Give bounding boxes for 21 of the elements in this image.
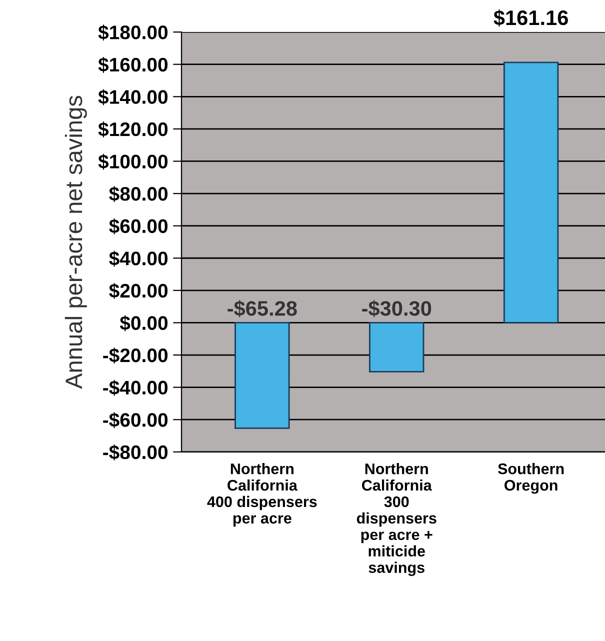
x-tick-label: Northern California 400 dispensers per acre [207, 463, 317, 527]
y-tick-label: $180.00 [98, 24, 168, 41]
y-tick-label: -$60.00 [103, 412, 168, 428]
y-tick-label: -$40.00 [103, 380, 168, 396]
y-tick-label: $40.00 [109, 250, 168, 267]
x-tick-label: Southern Oregon [498, 463, 564, 494]
y-tick-label: $100.00 [98, 154, 168, 170]
y-tick-label: -$80.00 [103, 444, 168, 460]
y-tick-label: $20.00 [109, 283, 168, 299]
y-tick-label: $160.00 [98, 56, 168, 73]
data-label: -$65.28 [228, 300, 297, 318]
y-tick-label: -$20.00 [103, 348, 168, 364]
y-tick-label: $140.00 [98, 89, 168, 106]
data-label: -$30.30 [362, 300, 432, 318]
x-tick-label: Northern California 300 dispensers per acre + miticide savings [356, 463, 436, 576]
y-tick-label: $60.00 [109, 218, 168, 234]
y-tick-label: $0.00 [120, 315, 168, 332]
y-tick-label: $80.00 [109, 186, 168, 202]
data-label: $161.16 [494, 9, 568, 26]
y-tick-label: $120.00 [98, 122, 168, 138]
y-axis-title: Annual per-acre net savings [64, 96, 87, 389]
